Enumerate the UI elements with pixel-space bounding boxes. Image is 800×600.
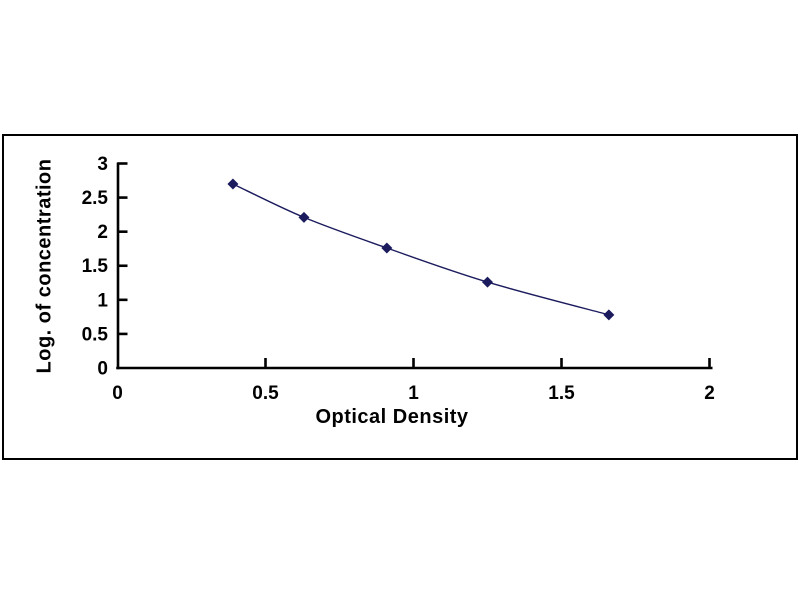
curve-line [232, 183, 610, 316]
x-tick-label: 1.5 [548, 383, 575, 404]
data-point-marker [603, 309, 615, 321]
y-axis-title: Log. of concentration [33, 158, 56, 374]
data-point-marker [298, 211, 310, 223]
y-tick-label: 2 [97, 222, 108, 243]
x-tick-label: 2 [704, 383, 715, 404]
x-tick-label: 1 [408, 383, 419, 404]
y-tick-label: 3 [97, 154, 108, 175]
data-points [227, 178, 615, 321]
x-tick-label: 0 [112, 383, 123, 404]
x-axis-ticks: 0 0.5 1 1.5 2 [112, 358, 715, 404]
chart-frame-border [2, 134, 798, 460]
data-point-marker [381, 242, 393, 254]
x-tick-label: 0.5 [252, 383, 279, 404]
y-axis-ticks: 0 0.5 1 1.5 2 2.5 3 [82, 154, 128, 379]
data-point-marker [482, 276, 493, 288]
axes [116, 162, 713, 370]
x-axis-title: Optical Density [315, 406, 469, 428]
y-tick-label: 1.5 [82, 256, 109, 277]
y-tick-label: 1 [97, 290, 108, 311]
y-tick-label: 0 [97, 358, 108, 379]
data-point-marker [227, 178, 239, 190]
y-tick-label: 0.5 [82, 324, 109, 345]
y-tick-label: 2.5 [82, 188, 109, 209]
